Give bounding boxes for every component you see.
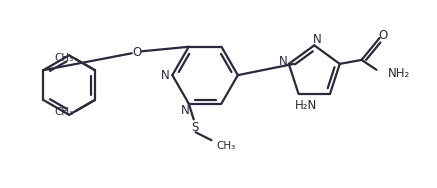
Text: N: N (313, 33, 322, 46)
Text: CH₃: CH₃ (55, 107, 74, 117)
Text: O: O (379, 29, 388, 42)
Text: S: S (191, 121, 198, 134)
Text: O: O (132, 46, 141, 59)
Text: CH₃: CH₃ (55, 53, 74, 63)
Text: CH₃: CH₃ (216, 141, 236, 151)
Text: H₂N: H₂N (295, 99, 318, 112)
Text: N: N (161, 69, 170, 82)
Text: N: N (278, 55, 287, 68)
Text: NH₂: NH₂ (388, 67, 409, 80)
Text: N: N (180, 104, 189, 117)
